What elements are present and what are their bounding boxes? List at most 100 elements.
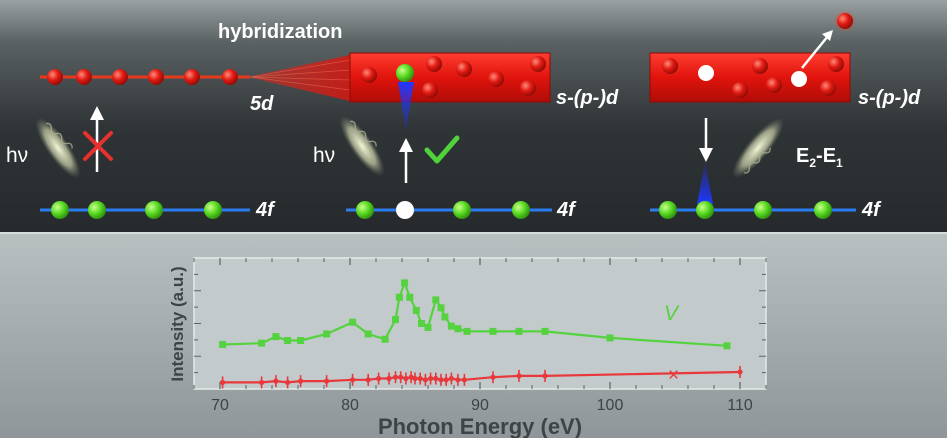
photon-label-2: hν: [313, 144, 336, 167]
data-point-v: [424, 323, 432, 331]
data-point-x: [273, 378, 279, 384]
data-point-v: [364, 330, 372, 338]
level-4f-label-3: 4f: [862, 199, 880, 221]
data-point-v: [272, 333, 280, 341]
data-point-x: [285, 379, 291, 386]
x-tick-labels: 70 80 90 100 110: [211, 397, 753, 414]
4f-electrons-3: [659, 201, 832, 219]
annotation-x: ×: [668, 365, 679, 386]
photon-label-1: hν: [6, 144, 29, 167]
band-diagram: [0, 0, 947, 232]
annotation-v: V: [664, 302, 680, 325]
data-point-x: [392, 374, 399, 380]
band-label-1: s-(p-)d: [556, 87, 619, 109]
data-point-x: [324, 378, 330, 384]
data-point-x: [516, 373, 522, 379]
level-4f-label-1: 4f: [256, 199, 274, 221]
hybridization-fan: [248, 55, 350, 101]
data-point-x: [376, 375, 382, 382]
data-point-v: [395, 293, 403, 301]
data-point-v: [349, 318, 357, 326]
x-tick-label-110: 110: [727, 397, 753, 414]
ejected-electron: [837, 13, 853, 29]
x-tick-label-70: 70: [211, 397, 229, 414]
recombination-beam: [697, 162, 713, 204]
band-2-electrons: [662, 56, 844, 98]
band-label-2: s-(p-)d: [858, 87, 921, 109]
data-point-x: [386, 375, 392, 382]
allowed-check-icon: [424, 135, 460, 164]
data-point-v: [437, 304, 445, 312]
x-axis-label: Photon Energy (eV): [378, 414, 582, 438]
down-arrow-3: [699, 118, 713, 162]
data-point-v: [219, 340, 227, 348]
hybridization-label: hybridization: [218, 21, 343, 43]
data-point-v: [412, 306, 420, 314]
data-point-v: [606, 334, 614, 342]
data-point-v: [432, 296, 440, 304]
sd-band-2: [649, 52, 851, 103]
data-point-x: [443, 377, 449, 383]
data-point-v: [541, 327, 549, 335]
photon-2-icon: [339, 115, 385, 177]
data-point-x: [428, 375, 434, 382]
data-point-v: [463, 327, 471, 335]
data-point-v: [489, 327, 497, 335]
data-point-x: [259, 379, 265, 386]
data-point-v: [401, 279, 409, 287]
plot-area: [193, 257, 767, 390]
data-point-v: [297, 337, 305, 345]
data-point-v: [515, 327, 523, 335]
excited-electron: [396, 64, 414, 82]
data-point-x: [412, 375, 418, 382]
data-point-v: [406, 293, 414, 301]
emission-energy-label: E2-E1: [796, 145, 843, 170]
data-point-x: [438, 377, 444, 383]
level-4f-label-2: 4f: [557, 199, 575, 221]
y-axis-label: Intensity (a.u.): [168, 266, 187, 381]
data-point-v: [392, 316, 399, 324]
intensity-chart: 70 80 90 100 110 Photon Energy (eV) Intensit…: [0, 232, 947, 438]
top-background: [0, 0, 947, 232]
data-point-x: [422, 377, 428, 383]
data-point-x: [490, 374, 496, 380]
4f-electrons-2: [356, 201, 530, 219]
4f-hole: [396, 201, 414, 219]
data-point-x: [448, 375, 454, 382]
photoemission-arrow: [801, 30, 833, 69]
forbidden-cross-icon: [83, 131, 113, 161]
data-point-v: [284, 337, 292, 345]
hole-2: [791, 71, 807, 87]
series-group: [219, 279, 743, 389]
data-point-v: [447, 322, 455, 330]
x-tick-label-100: 100: [597, 397, 624, 414]
up-arrow-2: [399, 138, 413, 183]
data-point-v: [381, 335, 389, 343]
photon-1-icon: [35, 117, 81, 179]
photon-3-icon: [732, 118, 784, 178]
hole-1: [698, 65, 714, 81]
data-point-x: [398, 374, 404, 380]
data-point-x: [461, 377, 467, 383]
data-point-v: [418, 320, 425, 327]
data-point-x: [542, 373, 548, 379]
data-point-x: [403, 375, 409, 382]
excitation-beam: [398, 82, 414, 132]
x-tick-label-90: 90: [471, 397, 489, 414]
5d-electrons: [47, 69, 238, 85]
data-point-v: [323, 330, 331, 338]
data-point-v: [723, 342, 731, 350]
x-tick-label-80: 80: [341, 397, 359, 414]
data-point-x: [350, 377, 356, 383]
band-1-electrons: [361, 56, 546, 98]
data-point-x: [298, 378, 304, 384]
data-point-x: [220, 379, 226, 386]
data-point-v: [441, 313, 449, 321]
data-point-x: [433, 375, 439, 382]
axis-ticks: [193, 258, 767, 389]
sd-band-1: [349, 52, 551, 103]
data-point-v: [258, 339, 266, 347]
level-5d-label: 5d: [250, 93, 274, 115]
4f-electrons-1: [51, 201, 222, 219]
